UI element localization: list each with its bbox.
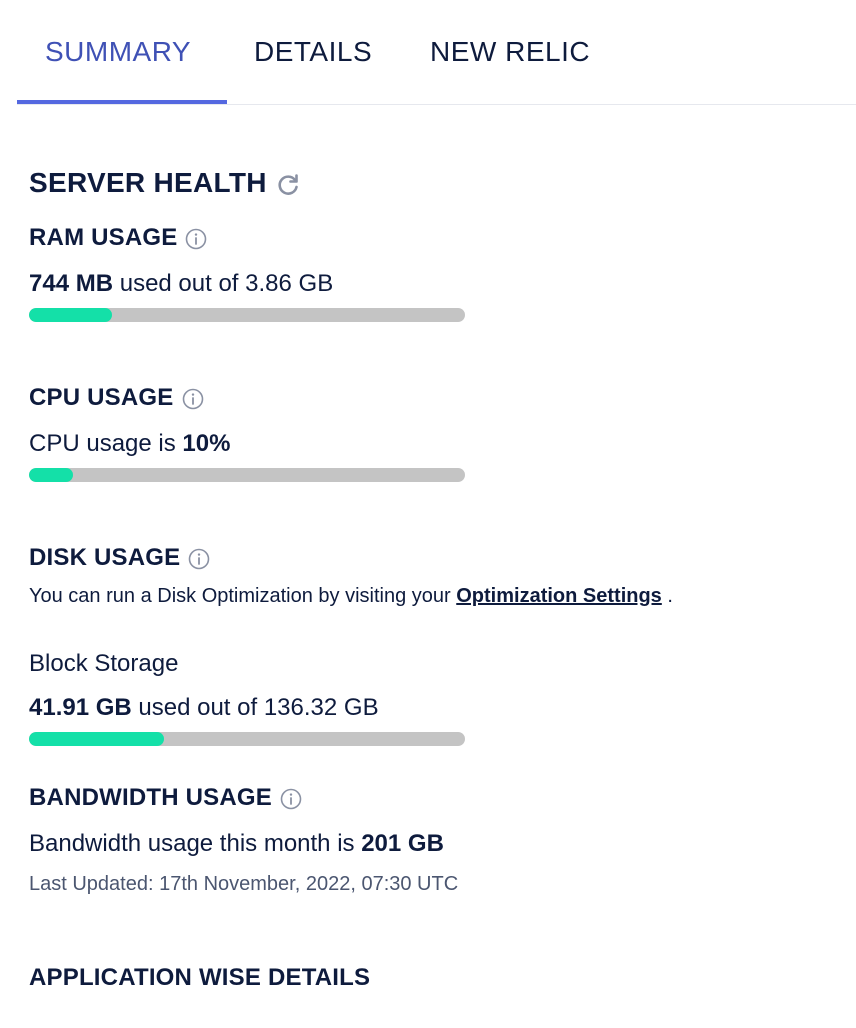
last-updated-text: Last Updated: 17th November, 2022, 07:30… (29, 873, 459, 895)
disk-usage-title: DISK USAGE (29, 544, 181, 571)
info-icon[interactable] (185, 228, 207, 250)
cpu-progress-bar (29, 468, 465, 482)
cpu-usage-label: CPU usage is (29, 430, 183, 457)
tab-new-relic[interactable]: NEW RELIC (430, 36, 591, 67)
disk-note-text: You can run a Disk Optimization by visit… (29, 585, 457, 607)
optimization-settings-link[interactable]: Optimization Settings (456, 585, 662, 607)
ram-usage-title: RAM USAGE (29, 224, 178, 251)
bandwidth-usage-text: Bandwidth usage this month is 201 GB (29, 830, 444, 858)
refresh-icon[interactable] (275, 172, 301, 198)
tab-bar: SUMMARY DETAILS NEW RELIC (17, 0, 856, 105)
info-icon[interactable] (280, 788, 302, 810)
block-storage-label: Block Storage (29, 650, 179, 677)
disk-progress-fill (29, 732, 165, 746)
cpu-usage-text: CPU usage is 10% (29, 430, 230, 458)
bandwidth-usage-heading: BANDWIDTH USAGE (29, 784, 302, 812)
ram-total-text: used out of 3.86 GB (113, 270, 334, 297)
disk-usage-text: 41.91 GB used out of 136.32 GB (29, 694, 379, 722)
info-icon[interactable] (182, 388, 204, 410)
ram-usage-text: 744 MB used out of 3.86 GB (29, 270, 333, 298)
disk-used-value: 41.91 GB (29, 694, 132, 721)
bandwidth-usage-title: BANDWIDTH USAGE (29, 784, 272, 811)
disk-optimization-note: You can run a Disk Optimization by visit… (29, 585, 673, 608)
info-icon[interactable] (188, 548, 210, 570)
ram-usage-heading: RAM USAGE (29, 224, 207, 252)
cpu-usage-title: CPU USAGE (29, 384, 174, 411)
ram-progress-bar (29, 308, 465, 322)
server-health-heading: SERVER HEALTH (29, 167, 301, 199)
tab-details[interactable]: DETAILS (254, 36, 373, 67)
server-health-title: SERVER HEALTH (29, 167, 267, 198)
bandwidth-usage-value: 201 GB (361, 830, 444, 857)
active-tab-indicator (17, 100, 227, 104)
cpu-progress-fill (29, 468, 73, 482)
bandwidth-usage-label: Bandwidth usage this month is (29, 830, 362, 857)
disk-note-suffix: . (661, 585, 673, 607)
disk-progress-bar (29, 732, 465, 746)
tab-summary[interactable]: SUMMARY (45, 36, 192, 67)
disk-total-text: used out of 136.32 GB (131, 694, 379, 721)
disk-usage-heading: DISK USAGE (29, 544, 210, 572)
ram-progress-fill (29, 308, 112, 322)
application-wise-details-heading: APPLICATION WISE DETAILS (29, 964, 371, 991)
cpu-usage-heading: CPU USAGE (29, 384, 204, 412)
ram-used-value: 744 MB (29, 270, 114, 297)
cpu-usage-value: 10% (182, 430, 231, 457)
